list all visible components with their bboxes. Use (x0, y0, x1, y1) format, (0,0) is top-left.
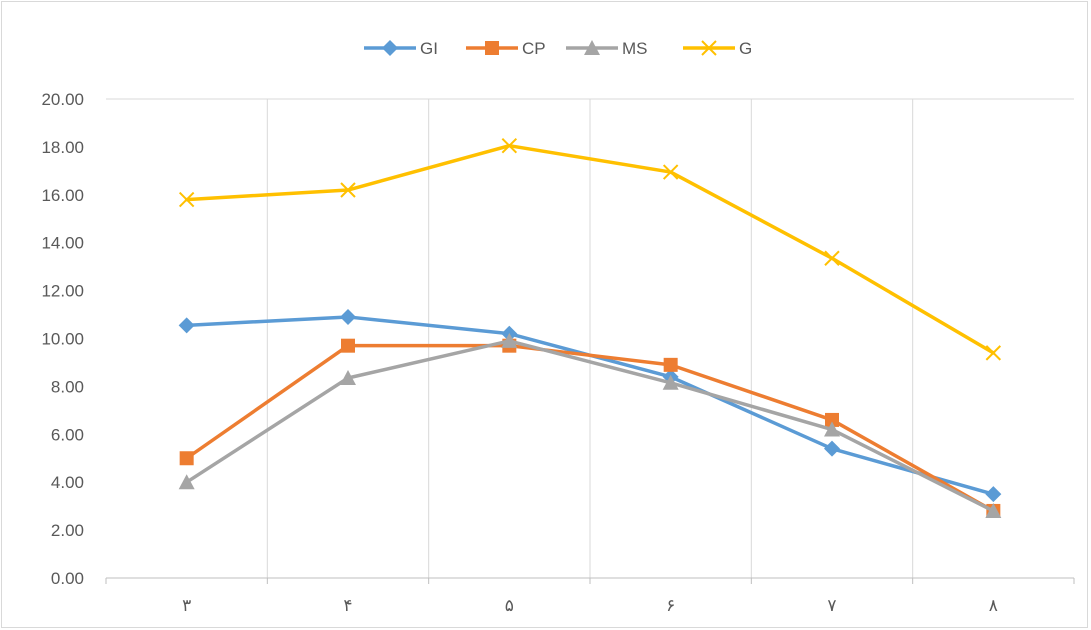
legend-marker (382, 40, 398, 56)
legend-entry-cp: CP (466, 39, 546, 58)
data-point-gi (340, 308, 356, 325)
legend-label: CP (522, 39, 546, 58)
series-line-cp (184, 343, 996, 513)
data-point-cp (825, 412, 839, 427)
x-tick-label: ٧ (827, 596, 836, 615)
legend-label: G (739, 39, 752, 58)
axes: 0.00 2.00 4.00 6.00 8.00 10.00 12.00 14.00 16.00… (41, 90, 1075, 615)
gridlines (106, 98, 1074, 578)
x-tick-label: ٣ (182, 596, 191, 615)
series-g (178, 137, 1002, 361)
data-point-gi (824, 440, 840, 457)
y-tick-label: 10.00 (41, 330, 84, 349)
y-tick-label: 4.00 (51, 473, 84, 492)
y-tick-label: 16.00 (41, 186, 84, 205)
y-tick-label: 8.00 (51, 377, 84, 396)
data-point-g (662, 164, 679, 180)
data-point-ms (501, 332, 518, 348)
data-point-ms (178, 474, 195, 490)
series-ms (178, 332, 1002, 518)
data-point-cp (341, 338, 355, 353)
y-tick-label: 12.00 (41, 282, 84, 301)
data-point-cp (663, 357, 678, 372)
legend-marker (701, 40, 717, 56)
legend: GI CP MS G (364, 39, 752, 58)
data-point-g (501, 137, 518, 154)
data-point-g (178, 191, 195, 208)
legend-marker (485, 41, 499, 55)
x-tick-label: ٨ (989, 596, 998, 615)
legend-entry-gi: GI (364, 39, 438, 58)
data-point-ms (824, 421, 840, 437)
y-tick-label: 14.00 (41, 234, 84, 253)
data-point-g (985, 345, 1002, 361)
data-point-ms (985, 502, 1002, 518)
legend-marker (584, 40, 600, 55)
y-tick-label: 20.00 (41, 90, 84, 109)
y-tick-label: 0.00 (51, 569, 84, 588)
data-point-gi (985, 486, 1002, 503)
y-tick-label: 2.00 (51, 521, 84, 540)
legend-entry-g: G (683, 39, 752, 58)
data-point-ms (340, 370, 356, 386)
legend-entry-ms: MS (566, 39, 648, 58)
y-tick-label: 6.00 (51, 425, 84, 444)
data-point-ms (662, 374, 679, 390)
series-line-ms (184, 339, 996, 513)
legend-label: GI (420, 39, 438, 58)
data-point-g (824, 250, 840, 266)
legend-label: MS (622, 39, 648, 58)
series-line-g (184, 143, 996, 355)
x-tick-label: ۴ (343, 596, 352, 615)
y-tick-label: 18.00 (41, 138, 84, 157)
series-lines (178, 137, 1002, 518)
x-tick-label: ۵ (505, 596, 514, 615)
data-point-gi (178, 317, 195, 334)
x-tick-label: ۶ (666, 596, 675, 615)
data-point-cp (179, 451, 194, 466)
data-point-g (340, 182, 356, 198)
